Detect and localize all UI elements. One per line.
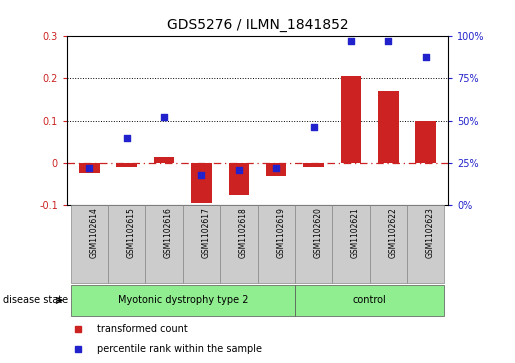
Bar bbox=[295, 285, 444, 316]
Text: GSM1102621: GSM1102621 bbox=[351, 207, 360, 258]
Text: GSM1102615: GSM1102615 bbox=[127, 207, 136, 258]
Bar bbox=[183, 205, 220, 283]
Bar bbox=[229, 163, 249, 195]
Bar bbox=[332, 205, 370, 283]
Bar bbox=[295, 205, 332, 283]
Text: disease state: disease state bbox=[3, 295, 67, 305]
Bar bbox=[71, 285, 295, 316]
Text: GSM1102622: GSM1102622 bbox=[388, 207, 397, 258]
Point bbox=[347, 38, 355, 44]
Text: Myotonic dystrophy type 2: Myotonic dystrophy type 2 bbox=[117, 295, 248, 305]
Bar bbox=[303, 163, 324, 167]
Text: transformed count: transformed count bbox=[97, 324, 188, 334]
Text: GSM1102616: GSM1102616 bbox=[164, 207, 173, 258]
Bar bbox=[258, 205, 295, 283]
Bar bbox=[79, 163, 99, 174]
Bar bbox=[266, 163, 286, 176]
Bar bbox=[116, 163, 137, 167]
Text: control: control bbox=[353, 295, 386, 305]
Bar bbox=[378, 91, 399, 163]
Bar bbox=[71, 205, 108, 283]
Text: percentile rank within the sample: percentile rank within the sample bbox=[97, 344, 263, 354]
Title: GDS5276 / ILMN_1841852: GDS5276 / ILMN_1841852 bbox=[167, 19, 348, 33]
Point bbox=[235, 167, 243, 172]
Point bbox=[123, 135, 131, 140]
Point bbox=[421, 54, 430, 60]
Point bbox=[85, 165, 94, 171]
Point bbox=[272, 165, 280, 171]
Bar bbox=[407, 205, 444, 283]
Bar bbox=[154, 156, 175, 163]
Point bbox=[310, 125, 318, 130]
Text: GSM1102614: GSM1102614 bbox=[90, 207, 98, 258]
Text: GSM1102617: GSM1102617 bbox=[201, 207, 211, 258]
Bar bbox=[340, 76, 361, 163]
Point bbox=[160, 114, 168, 120]
Bar bbox=[416, 121, 436, 163]
Bar bbox=[370, 205, 407, 283]
Bar bbox=[145, 205, 183, 283]
Text: GSM1102619: GSM1102619 bbox=[276, 207, 285, 258]
Text: GSM1102618: GSM1102618 bbox=[239, 207, 248, 258]
Bar bbox=[191, 163, 212, 203]
Text: GSM1102623: GSM1102623 bbox=[425, 207, 435, 258]
Point bbox=[197, 172, 205, 178]
Bar bbox=[220, 205, 258, 283]
Bar bbox=[108, 205, 145, 283]
Text: GSM1102620: GSM1102620 bbox=[314, 207, 322, 258]
Point bbox=[384, 38, 392, 44]
